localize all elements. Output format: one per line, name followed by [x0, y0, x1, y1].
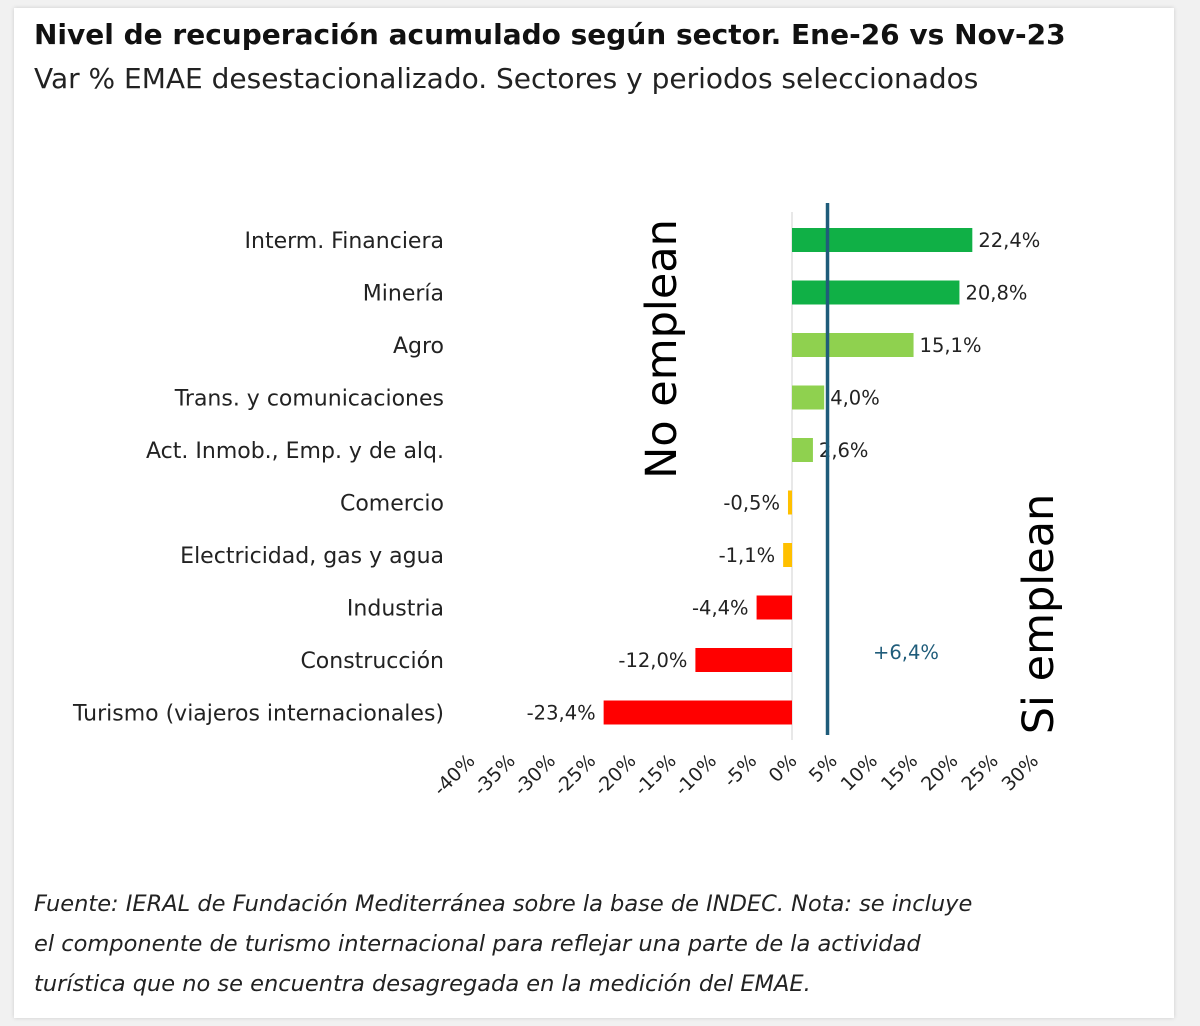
- chart-title: Nivel de recuperación acumulado según se…: [34, 18, 1066, 51]
- data-label: 15,1%: [920, 334, 982, 357]
- reference-line-label: +6,4%: [873, 641, 939, 664]
- bar: [787, 490, 792, 515]
- category-label: Interm. Financiera: [245, 229, 444, 254]
- source-note-line: Fuente: IERAL de Fundación Mediterránea …: [34, 891, 973, 917]
- data-label: 22,4%: [978, 229, 1040, 252]
- data-label: -23,4%: [527, 702, 596, 725]
- category-label: Industria: [347, 597, 444, 622]
- x-tick-label: -15%: [631, 750, 681, 800]
- x-tick-label: -40%: [429, 750, 479, 800]
- x-tick-label: 0%: [765, 750, 802, 787]
- category-label: Turismo (viajeros internacionales): [72, 702, 444, 727]
- x-tick-label: 25%: [957, 750, 1002, 795]
- bar: [792, 228, 973, 252]
- data-label: 2,6%: [819, 439, 869, 462]
- chart-subtitle: Var % EMAE desestacionalizado. Sectores …: [34, 62, 979, 95]
- data-label: 4,0%: [830, 387, 880, 410]
- bar: [792, 280, 960, 305]
- data-label: -1,1%: [719, 544, 776, 567]
- x-tick-label: -35%: [470, 750, 520, 800]
- data-label: -0,5%: [723, 492, 780, 515]
- bar: [792, 438, 813, 462]
- x-tick-label: 10%: [837, 750, 882, 795]
- data-label: -4,4%: [692, 597, 749, 620]
- bar: [792, 333, 914, 357]
- x-tick-label: 20%: [917, 750, 962, 795]
- category-label: Agro: [393, 334, 444, 359]
- category-label: Construcción: [300, 649, 444, 674]
- x-tick-label: -25%: [550, 750, 600, 800]
- bar: [792, 385, 825, 410]
- x-tick-label: 30%: [998, 750, 1043, 795]
- bar: [695, 648, 792, 672]
- bar: [783, 543, 792, 567]
- annotation-no-emplean: No emplean: [637, 219, 687, 479]
- data-label: 20,8%: [965, 282, 1027, 305]
- x-tick-label: 15%: [877, 750, 922, 795]
- x-tick-label: 5%: [805, 750, 842, 787]
- chart-card: [14, 8, 1174, 1018]
- x-tick-label: -20%: [590, 750, 640, 800]
- bar: [603, 700, 792, 725]
- source-note-line: el componente de turismo internacional p…: [34, 931, 921, 957]
- annotation-si-emplean: Si emplean: [1014, 494, 1064, 735]
- bar-chart: Interm. Financiera 22,4% Minería 20,8% Agro 1…: [72, 203, 1064, 800]
- source-note: Fuente: IERAL de Fundación Mediterránea …: [34, 884, 1154, 1004]
- category-label: Act. Inmob., Emp. y de alq.: [146, 439, 444, 464]
- x-tick-label: -5%: [720, 750, 762, 792]
- data-label: -12,0%: [618, 649, 687, 672]
- category-label: Trans. y comunicaciones: [174, 387, 444, 412]
- category-label: Electricidad, gas y agua: [180, 544, 444, 569]
- bar: [756, 595, 792, 620]
- x-tick-label: -10%: [671, 750, 721, 800]
- source-note-line: turística que no se encuentra desagregad…: [34, 971, 811, 997]
- category-label: Comercio: [340, 492, 444, 517]
- category-label: Minería: [363, 282, 444, 307]
- x-tick-label: -30%: [510, 750, 560, 800]
